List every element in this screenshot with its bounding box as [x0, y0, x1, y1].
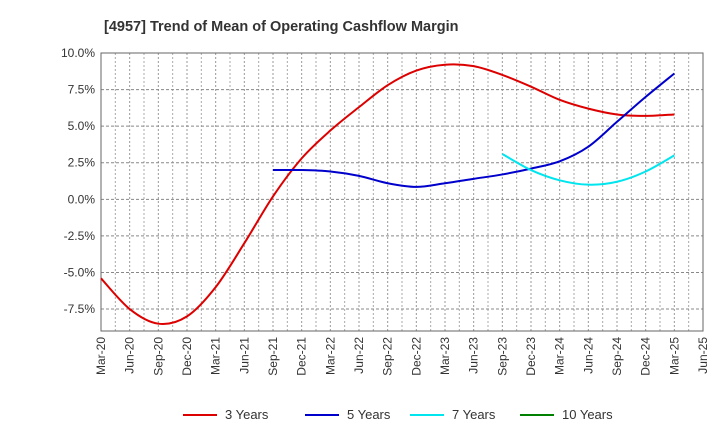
y-tick-label: -5.0% — [64, 265, 96, 279]
x-tick-label: Mar-20 — [94, 337, 108, 375]
x-tick-label: Dec-24 — [639, 337, 653, 376]
chart-title: [4957] Trend of Mean of Operating Cashfl… — [104, 19, 459, 35]
x-tick-label: Jun-23 — [467, 337, 481, 374]
legend-label: 10 Years — [562, 407, 613, 422]
x-tick-label: Jun-20 — [123, 337, 137, 374]
x-tick-label: Mar-22 — [323, 337, 337, 375]
x-tick-label: Mar-25 — [667, 337, 681, 375]
x-tick-label: Sep-23 — [495, 337, 509, 376]
x-tick-label: Sep-24 — [610, 337, 624, 376]
plot-area: 10.0% 7.5% 5.0% 2.5% 0.0% -2.5% -5.0% -7.5% Mar-… — [61, 46, 710, 376]
plot-background — [101, 53, 703, 331]
series-line-7-years — [501, 153, 675, 186]
series-line-5-years — [272, 72, 675, 188]
x-tick-label: Sep-21 — [266, 337, 280, 376]
x-tick-label: Sep-22 — [381, 337, 395, 376]
legend-label: 3 Years — [225, 407, 269, 422]
x-tick-label: Jun-22 — [352, 337, 366, 374]
x-tick-label: Dec-22 — [409, 337, 423, 376]
y-tick-label: 7.5% — [68, 83, 96, 97]
y-tick-label: -2.5% — [64, 229, 96, 243]
x-tick-label: Dec-21 — [295, 337, 309, 376]
y-tick-label: 2.5% — [68, 156, 96, 170]
x-tick-label: Sep-20 — [151, 337, 165, 376]
x-tick-label: Jun-21 — [237, 337, 251, 374]
legend-label: 5 Years — [347, 407, 391, 422]
x-tick-label: Dec-20 — [180, 337, 194, 376]
x-tick-label: Jun-24 — [581, 337, 595, 374]
legend: 3 Years 5 Years 7 Years 10 Years — [183, 407, 613, 422]
legend-label: 7 Years — [452, 407, 496, 422]
x-tick-label: Mar-24 — [553, 337, 567, 375]
series-line-3-years — [100, 63, 675, 325]
y-tick-label: 5.0% — [68, 119, 96, 133]
x-tick-label: Mar-23 — [438, 337, 452, 375]
y-tick-label: 0.0% — [68, 192, 96, 206]
x-tick-label: Jun-25 — [696, 337, 710, 374]
y-tick-label: 10.0% — [61, 46, 95, 60]
y-tick-label: -7.5% — [64, 302, 96, 316]
plot-frame — [100, 52, 704, 332]
x-tick-label: Mar-21 — [209, 337, 223, 375]
x-tick-label: Dec-23 — [524, 337, 538, 376]
